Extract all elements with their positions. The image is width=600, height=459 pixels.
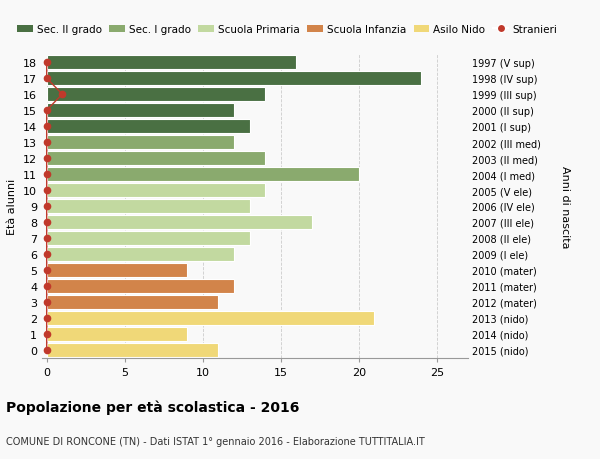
- Text: COMUNE DI RONCONE (TN) - Dati ISTAT 1° gennaio 2016 - Elaborazione TUTTITALIA.IT: COMUNE DI RONCONE (TN) - Dati ISTAT 1° g…: [6, 436, 425, 446]
- Bar: [47, 232, 250, 245]
- Bar: [47, 296, 218, 309]
- Bar: [47, 216, 312, 229]
- Bar: [47, 327, 187, 341]
- Bar: [47, 136, 234, 150]
- Bar: [47, 343, 218, 357]
- Bar: [47, 200, 250, 213]
- Y-axis label: Età alunni: Età alunni: [7, 179, 17, 235]
- Bar: [47, 88, 265, 102]
- Text: Popolazione per età scolastica - 2016: Popolazione per età scolastica - 2016: [6, 399, 299, 414]
- Bar: [47, 263, 187, 277]
- Bar: [47, 280, 234, 293]
- Bar: [47, 168, 359, 181]
- Bar: [47, 72, 421, 86]
- Bar: [47, 56, 296, 70]
- Legend: Sec. II grado, Sec. I grado, Scuola Primaria, Scuola Infanzia, Asilo Nido, Stran: Sec. II grado, Sec. I grado, Scuola Prim…: [13, 21, 562, 39]
- Bar: [47, 104, 234, 118]
- Bar: [47, 120, 250, 134]
- Bar: [47, 184, 265, 197]
- Bar: [47, 247, 234, 261]
- Y-axis label: Anni di nascita: Anni di nascita: [560, 165, 571, 248]
- Bar: [47, 152, 265, 166]
- Bar: [47, 311, 374, 325]
